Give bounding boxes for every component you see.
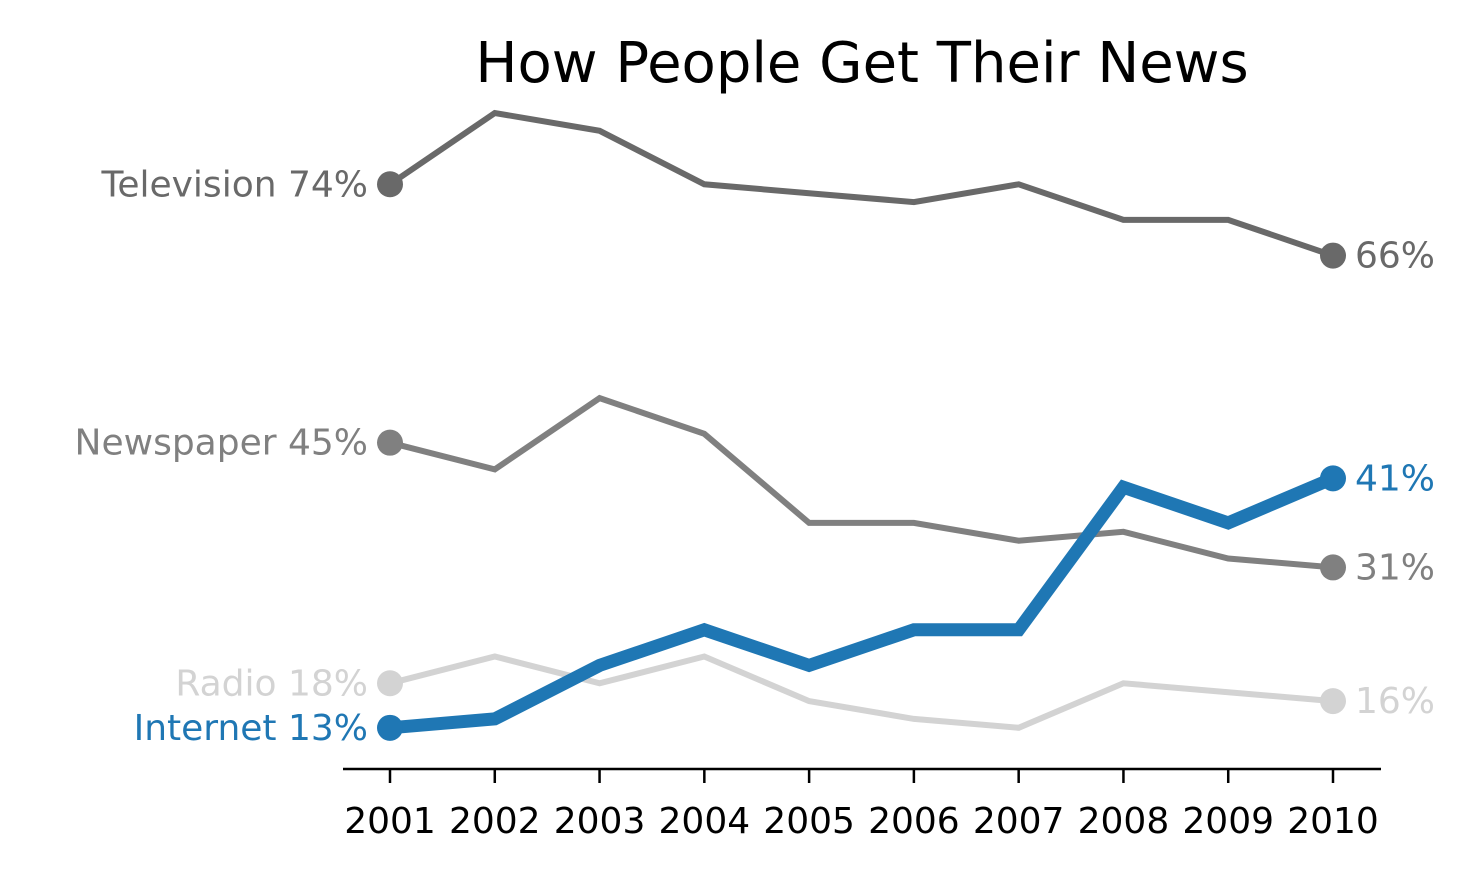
television-end-label: 66% xyxy=(1355,236,1435,277)
newspaper-start-label: Newspaper 45% xyxy=(75,423,368,464)
television-start-label: Television 74% xyxy=(100,164,368,205)
television-start-point xyxy=(377,171,403,198)
internet-line xyxy=(389,472,1336,735)
series-internet: Internet 13% 41% xyxy=(134,458,1435,748)
x-tick-label-2002: 2002 xyxy=(449,801,541,842)
x-tick-label-2007: 2007 xyxy=(973,801,1065,842)
x-tick-label-2003: 2003 xyxy=(554,801,646,842)
internet-start-point xyxy=(377,714,403,741)
series-radio: Radio 18% 16% xyxy=(175,653,1435,731)
x-axis: 2001 2002 2003 2004 2005 2006 2007 2008 2009 2010 xyxy=(343,767,1381,842)
internet-start-label: Internet 13% xyxy=(134,708,368,749)
newspaper-start-point xyxy=(377,429,403,456)
x-tick-label-2006: 2006 xyxy=(868,801,960,842)
radio-end-label: 16% xyxy=(1355,681,1435,722)
radio-start-point xyxy=(377,670,403,697)
chart-title: How People Get Their News xyxy=(475,31,1248,96)
television-end-point xyxy=(1320,242,1346,269)
newspaper-end-point xyxy=(1320,554,1346,581)
radio-end-point xyxy=(1320,688,1346,715)
newspaper-end-label: 31% xyxy=(1355,547,1435,588)
internet-end-label: 41% xyxy=(1355,458,1435,499)
x-tick-label-2009: 2009 xyxy=(1182,801,1274,842)
newspaper-line xyxy=(389,394,1334,571)
television-line xyxy=(388,109,1334,259)
radio-start-label: Radio 18% xyxy=(175,663,368,704)
x-tick-label-2005: 2005 xyxy=(763,801,855,842)
x-tick-label-2004: 2004 xyxy=(659,801,751,842)
internet-end-point xyxy=(1320,465,1346,492)
series-layer: Radio 18% 16% Newspaper 45% 31% Television 7… xyxy=(75,109,1435,749)
x-tick-label-2001: 2001 xyxy=(344,801,436,842)
radio-line xyxy=(389,653,1334,731)
x-tick-label-2010: 2010 xyxy=(1287,801,1379,842)
series-newspaper: Newspaper 45% 31% xyxy=(75,394,1435,588)
x-tick-label-2008: 2008 xyxy=(1078,801,1170,842)
series-television: Television 74% 66% xyxy=(100,109,1435,277)
